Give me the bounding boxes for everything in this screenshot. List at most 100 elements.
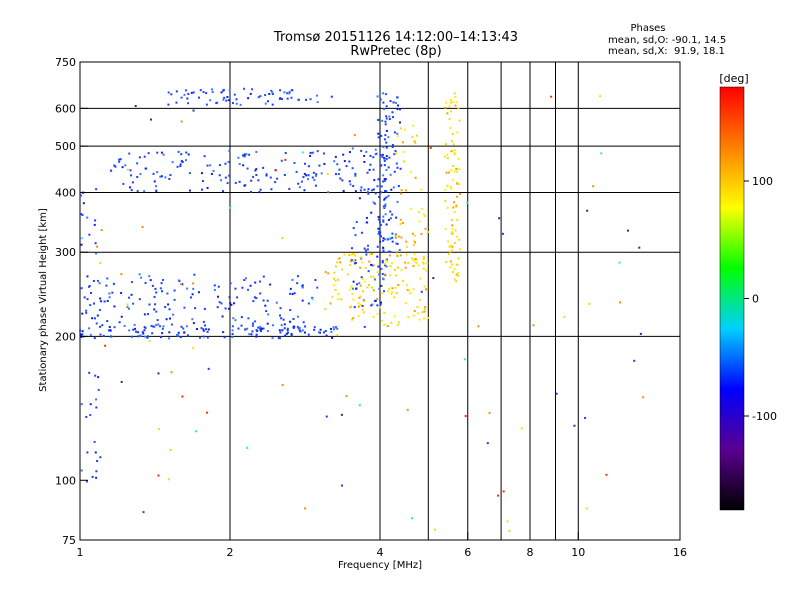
- data-point-o: [247, 317, 250, 320]
- data-point-x: [333, 271, 336, 274]
- data-point-x: [445, 171, 448, 174]
- data-point-o: [380, 134, 383, 137]
- data-point-o: [192, 322, 195, 325]
- x-tick-label: 8: [527, 546, 534, 559]
- data-point-o: [398, 108, 401, 111]
- data-point-o: [167, 103, 170, 106]
- data-point-o: [161, 332, 164, 335]
- data-point-o: [283, 91, 286, 94]
- data-point-o: [380, 185, 383, 188]
- data-point-x: [348, 254, 351, 257]
- data-point-o: [373, 202, 376, 205]
- data-point-x: [404, 266, 407, 269]
- data-point-o: [385, 129, 388, 132]
- data-point-o: [187, 102, 190, 105]
- data-point-x: [458, 119, 461, 122]
- data-point-o: [260, 330, 263, 333]
- data-point-o: [144, 281, 147, 284]
- data-point-o: [254, 281, 257, 284]
- data-point-o: [106, 277, 109, 280]
- data-point-o: [128, 296, 131, 299]
- data-point-o: [138, 273, 141, 276]
- data-point-o: [231, 102, 234, 105]
- data-point-o: [82, 202, 85, 205]
- data-point-o: [211, 88, 214, 91]
- data-point-o: [373, 278, 376, 281]
- data-point-x: [411, 135, 414, 138]
- data-point-o: [383, 206, 386, 209]
- data-point-o: [206, 186, 209, 189]
- data-point-x: [395, 252, 398, 255]
- x-tick-label: 16: [673, 546, 687, 559]
- data-point-o: [238, 163, 241, 166]
- data-point-x: [361, 277, 364, 280]
- data-point-o: [155, 190, 158, 193]
- data-point-x: [346, 273, 349, 276]
- data-point-o: [156, 171, 159, 174]
- data-point-o: [90, 291, 93, 294]
- data-point-o: [309, 154, 312, 157]
- data-point-x: [393, 315, 396, 318]
- data-point-x: [451, 245, 454, 248]
- data-point-noise: [573, 424, 576, 427]
- data-point-o: [385, 265, 388, 268]
- data-point-x: [415, 134, 418, 137]
- data-point-o: [126, 306, 129, 309]
- data-point-o: [137, 335, 140, 338]
- data-point-noise: [498, 217, 501, 220]
- data-point-noise: [169, 448, 172, 451]
- data-point-x: [449, 127, 452, 130]
- data-point-o: [269, 176, 272, 179]
- data-point-o: [248, 333, 251, 336]
- data-point-x: [394, 286, 397, 289]
- data-point-x: [400, 268, 403, 271]
- data-point-noise: [477, 325, 480, 328]
- data-point-o: [324, 330, 327, 333]
- data-point-x: [451, 263, 454, 266]
- data-point-o: [170, 323, 173, 326]
- data-point-x: [444, 200, 447, 203]
- data-point-x: [425, 269, 428, 272]
- data-point-x: [395, 274, 398, 277]
- data-point-o: [249, 92, 252, 95]
- data-point-o: [231, 333, 234, 336]
- data-point-x: [361, 290, 364, 293]
- data-point-noise: [508, 529, 511, 532]
- data-point-o: [99, 297, 102, 300]
- data-point-o: [255, 329, 258, 332]
- data-point-noise: [96, 245, 99, 248]
- data-point-o: [303, 189, 306, 192]
- data-point-noise: [340, 413, 343, 416]
- data-point-o: [269, 283, 272, 286]
- data-point-o: [355, 221, 358, 224]
- data-point-noise: [588, 302, 591, 305]
- data-point-o: [164, 306, 167, 309]
- data-point-o: [81, 213, 84, 216]
- data-point-o: [119, 158, 122, 161]
- data-point-o: [262, 327, 265, 330]
- data-point-o: [143, 313, 146, 316]
- data-point-o: [153, 325, 156, 328]
- data-point-x: [353, 253, 356, 256]
- data-point-o: [86, 275, 89, 278]
- data-point-o: [114, 165, 117, 168]
- data-point-o: [162, 325, 165, 328]
- data-point-x: [400, 192, 403, 195]
- data-point-x: [369, 275, 372, 278]
- data-point-o: [289, 309, 292, 312]
- data-point-noise: [555, 392, 558, 395]
- data-point-o: [382, 92, 385, 95]
- data-point-noise: [120, 380, 123, 383]
- data-point-o: [108, 292, 111, 295]
- data-point-x: [380, 319, 383, 322]
- data-point-o: [151, 332, 154, 335]
- data-point-x: [364, 267, 367, 270]
- data-point-x: [384, 273, 387, 276]
- data-point-o: [376, 95, 379, 98]
- data-point-o: [303, 162, 306, 165]
- data-point-o: [191, 293, 194, 296]
- data-point-o: [251, 330, 254, 333]
- data-point-o: [286, 92, 289, 95]
- data-point-o: [349, 183, 352, 186]
- data-point-o: [278, 329, 281, 332]
